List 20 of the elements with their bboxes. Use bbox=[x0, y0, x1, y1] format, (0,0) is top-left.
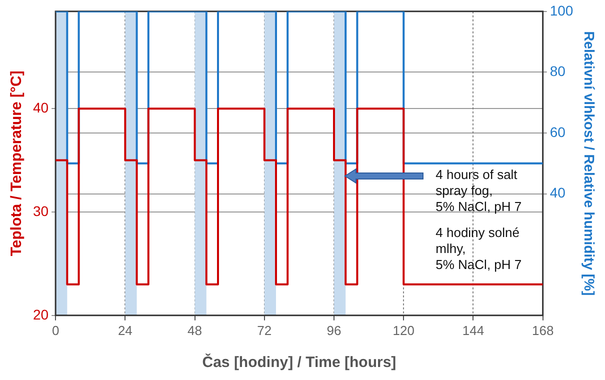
x-tick-label: 168 bbox=[532, 322, 554, 338]
y-axis-title: Teplota / Temperature [°C] bbox=[8, 70, 26, 256]
x-tick-label: 0 bbox=[52, 322, 60, 338]
y-tick-label: 20 bbox=[32, 306, 49, 322]
y-tick-label: 30 bbox=[32, 202, 49, 219]
x-tick-label: 24 bbox=[118, 322, 132, 338]
y2-axis-title: Relativní vlhkost / Relative humidity [%] bbox=[582, 31, 598, 296]
annotation: 4 hours of salt spray fog, 5% NaCl, pH 7 bbox=[436, 167, 522, 214]
x-tick-label: 144 bbox=[462, 322, 484, 338]
x-tick-label: 120 bbox=[392, 322, 414, 338]
y2-tick-label: 100 bbox=[550, 2, 574, 18]
x-axis-title: Čas [hodiny] / Time [hours] bbox=[202, 353, 396, 372]
annotation: 4 hodiny solné mlhy, 5% NaCl, pH 7 bbox=[436, 225, 522, 272]
y2-tick-label: 40 bbox=[550, 184, 566, 201]
y-tick-label: 40 bbox=[32, 99, 49, 116]
y2-tick-label: 80 bbox=[550, 63, 566, 80]
x-tick-label: 48 bbox=[188, 322, 202, 338]
y2-tick-label: 60 bbox=[550, 124, 566, 140]
x-tick-label: 72 bbox=[257, 322, 272, 338]
x-tick-label: 96 bbox=[326, 322, 342, 338]
